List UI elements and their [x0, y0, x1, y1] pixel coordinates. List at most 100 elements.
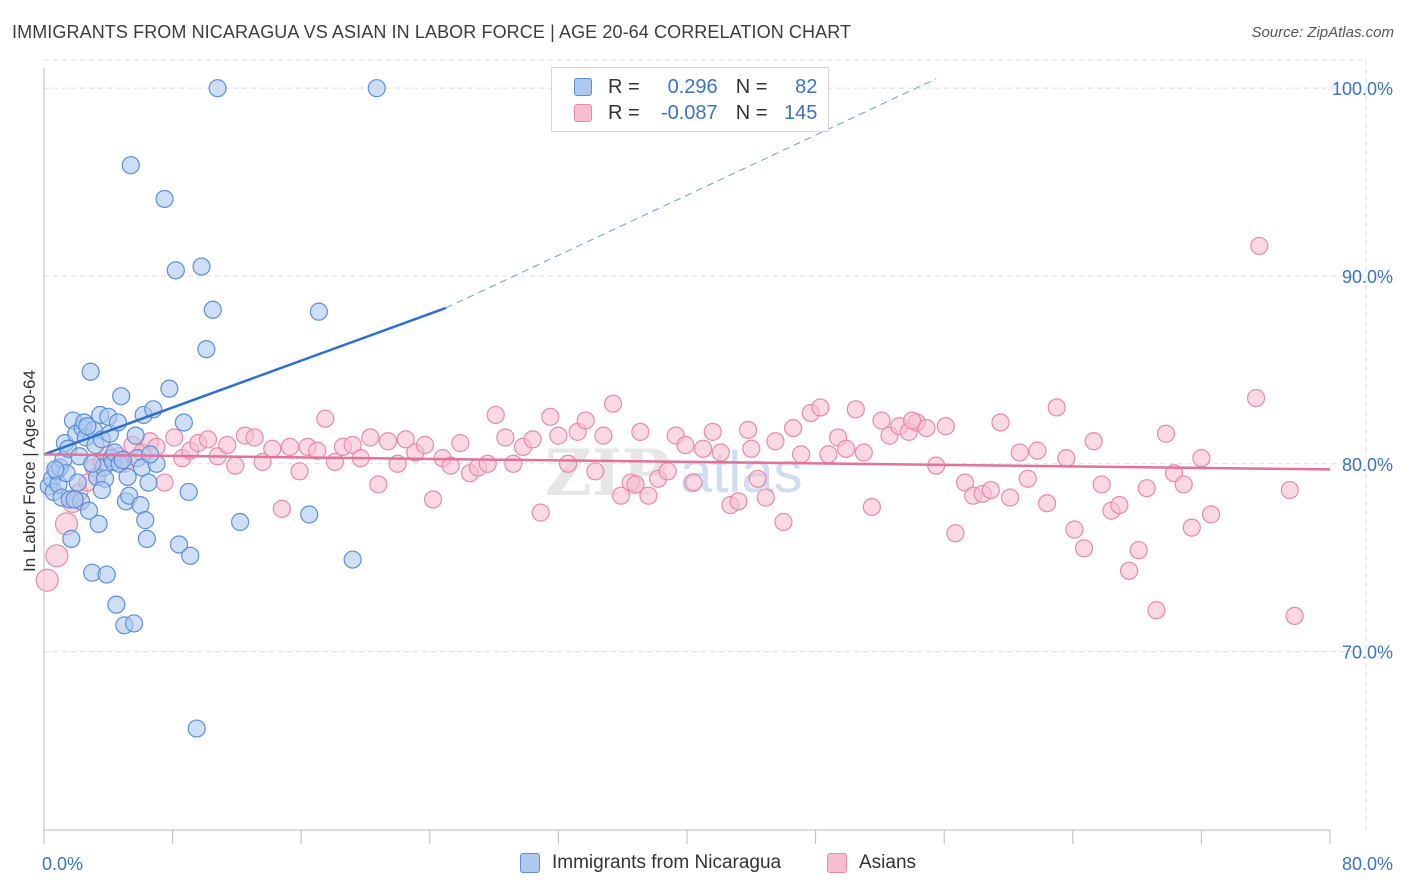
asians-point	[523, 430, 542, 449]
nicaragua-point	[78, 417, 97, 436]
nicaragua-point	[126, 426, 145, 445]
asians-point	[872, 411, 891, 430]
asians-point	[1047, 398, 1066, 417]
nicaragua-point	[81, 362, 100, 381]
asians-point	[423, 490, 443, 509]
asians-point	[1192, 449, 1211, 468]
asians-point	[1028, 441, 1047, 460]
asians-trend-line	[43, 453, 1331, 471]
asians-point	[626, 475, 645, 494]
asians-point	[361, 428, 380, 447]
asians-point	[451, 434, 470, 453]
nicaragua-point	[309, 302, 328, 321]
asians-point	[1065, 520, 1084, 539]
asians-point	[862, 497, 881, 517]
asians-point	[711, 443, 730, 462]
y-tick-label: 90.0%	[1342, 267, 1393, 287]
asians-point	[738, 420, 758, 440]
legend-swatch-pink	[574, 104, 592, 122]
legend-swatch-blue	[574, 78, 592, 96]
asians-point	[1001, 488, 1020, 507]
asians-point	[441, 456, 460, 475]
nicaragua-point	[179, 482, 198, 502]
nicaragua-point	[79, 501, 99, 520]
nicaragua-point	[65, 490, 84, 509]
asians-point	[325, 452, 345, 472]
nicaragua-point	[203, 300, 222, 319]
asians-point	[280, 437, 300, 456]
legend-row-asians: R = -0.087 N = 145	[574, 101, 817, 125]
asians-point	[478, 454, 497, 473]
nicaragua-point	[181, 546, 200, 565]
nicaragua-trend-line	[43, 306, 447, 456]
tick-labels: 70.0% 80.0% 90.0% 100.0% 0.0% 80.0%	[42, 79, 1393, 874]
asians-point	[1129, 541, 1148, 560]
asians-point	[684, 473, 703, 492]
asians-point	[1137, 479, 1156, 498]
legend-n-label: N =	[735, 101, 768, 124]
asians-point	[1010, 443, 1029, 462]
asians-point	[155, 473, 174, 492]
bottom-legend-nicaragua: Immigrants from Nicaragua	[520, 852, 781, 874]
nicaragua-point	[121, 156, 140, 175]
nicaragua-point	[131, 495, 150, 515]
asians-point	[316, 409, 335, 428]
asians-point	[766, 432, 785, 451]
asians-point	[586, 462, 605, 481]
asians-point	[45, 544, 69, 568]
asians-point	[676, 435, 695, 455]
asians-point	[1174, 475, 1193, 494]
asians-point	[558, 454, 578, 473]
legend-r-value: -0.087	[660, 101, 718, 124]
nicaragua-point	[97, 565, 116, 584]
legend-row-nicaragua: R = 0.296 N = 82	[574, 75, 817, 99]
nicaragua-points	[39, 79, 386, 738]
y-tick-label: 70.0%	[1342, 643, 1393, 663]
asians-point	[504, 454, 523, 473]
asians-point	[1285, 606, 1304, 626]
asians-point	[1250, 236, 1269, 256]
asians-point	[308, 441, 327, 460]
asians-point	[639, 486, 658, 505]
asians-point	[378, 432, 398, 451]
nicaragua-point	[89, 514, 108, 533]
bottom-legend-label: Asians	[859, 852, 917, 873]
asians-point	[783, 418, 803, 438]
asians-point	[263, 439, 282, 458]
asians-point	[1084, 432, 1103, 451]
asians-point	[703, 422, 722, 441]
asians-point	[35, 568, 59, 592]
nicaragua-point	[343, 550, 362, 569]
nicaragua-point	[124, 614, 144, 633]
asians-point	[1119, 561, 1139, 580]
nicaragua-point	[231, 512, 250, 532]
y-axis-label: In Labor Force | Age 20-64	[20, 370, 39, 572]
asians-point	[991, 413, 1010, 432]
nicaragua-trend-extension	[445, 78, 937, 309]
nicaragua-point	[139, 473, 158, 492]
nicaragua-point	[187, 719, 206, 738]
asians-points	[35, 236, 1304, 626]
nicaragua-point	[208, 79, 227, 98]
asians-point	[729, 492, 748, 511]
asians-point	[611, 486, 631, 505]
asians-point	[902, 411, 922, 430]
asians-point	[946, 524, 965, 543]
asians-point	[343, 435, 362, 455]
asians-point	[396, 430, 415, 449]
asians-point	[631, 422, 650, 441]
asians-point	[415, 435, 435, 455]
asians-point	[1147, 601, 1166, 620]
y-tick-label: 80.0%	[1342, 455, 1393, 475]
asians-point	[218, 435, 237, 455]
bottom-legend-asians: Asians	[827, 852, 916, 874]
asians-point	[1246, 388, 1266, 408]
asians-point	[1201, 505, 1221, 524]
asians-point	[658, 462, 677, 481]
asians-point	[837, 439, 856, 458]
asians-point	[1182, 518, 1201, 537]
bottom-legend-swatch-pink	[827, 853, 847, 873]
asians-point	[774, 512, 793, 532]
asians-point	[531, 503, 550, 522]
asians-point	[1156, 424, 1176, 443]
